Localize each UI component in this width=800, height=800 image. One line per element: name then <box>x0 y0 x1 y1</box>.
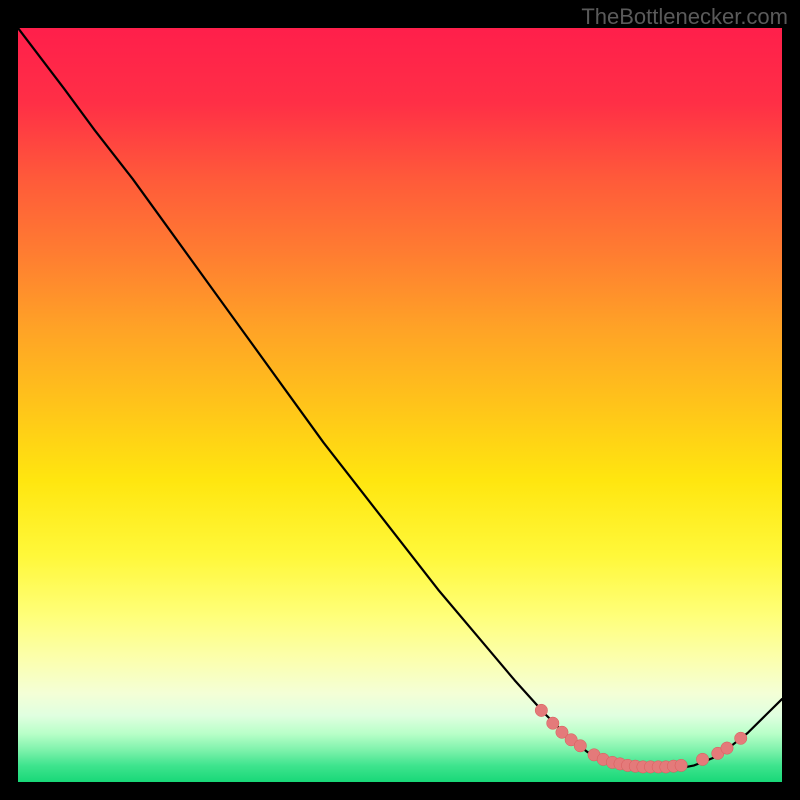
watermark-text: TheBottlenecker.com <box>581 4 788 30</box>
plot-area <box>18 28 782 782</box>
marker-point <box>696 753 708 765</box>
marker-point <box>675 759 687 771</box>
marker-point <box>574 740 586 752</box>
chart-svg <box>18 28 782 782</box>
marker-point <box>535 704 547 716</box>
marker-point <box>547 717 559 729</box>
chart-container: TheBottlenecker.com <box>0 0 800 800</box>
bottleneck-curve <box>18 28 782 770</box>
marker-point <box>735 732 747 744</box>
marker-group <box>535 704 747 773</box>
marker-point <box>721 742 733 754</box>
